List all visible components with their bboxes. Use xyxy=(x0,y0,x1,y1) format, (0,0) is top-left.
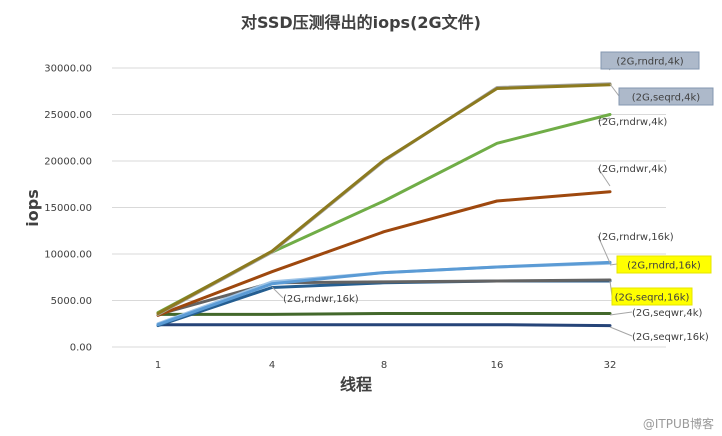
series-line-9 xyxy=(156,323,612,328)
x-tick-labels: 1 4 8 16 32 xyxy=(155,360,617,371)
x-tick-label: 16 xyxy=(491,360,504,371)
series-line-6 xyxy=(156,278,612,316)
series-label-0: (2G,rndrd,4k) xyxy=(616,57,683,68)
series-line-8 xyxy=(156,312,612,316)
leader-line-9 xyxy=(609,326,633,337)
series-label-7: (2G,rndwr,16k) xyxy=(283,294,359,305)
watermark-text: @ITPUB博客 xyxy=(643,416,714,431)
label-box-6 xyxy=(611,287,693,306)
label-box-0 xyxy=(600,51,700,70)
y-tick-label: 0.00 xyxy=(70,343,92,354)
y-axis-title: iops xyxy=(23,189,42,226)
leader-line-4 xyxy=(597,235,611,264)
y-tick-labels: 0.00 5000.00 10000.00 15000.00 20000.00 25000… xyxy=(44,64,92,354)
series-label-8: (2G,seqwr,4k) xyxy=(632,308,703,319)
leader-line-2 xyxy=(597,117,611,122)
series-line-3 xyxy=(156,190,612,317)
chart-title: 对SSD压测得出的iops(2G文件) xyxy=(241,13,481,32)
series-label-3: (2G,rndwr,4k) xyxy=(598,164,667,175)
y-tick-label: 15000.00 xyxy=(44,203,92,214)
x-tick-label: 8 xyxy=(381,360,387,371)
series-label-5: (2G,rndrd,16k) xyxy=(627,261,701,272)
label-box-5 xyxy=(616,255,712,274)
leader-line-8 xyxy=(609,311,633,316)
series-line-7 xyxy=(156,279,612,328)
y-tick-label: 5000.00 xyxy=(51,296,92,307)
x-tick-label: 4 xyxy=(269,360,275,371)
series-line-5 xyxy=(156,260,612,327)
x-axis-title: 线程 xyxy=(340,375,372,394)
y-tick-label: 10000.00 xyxy=(44,250,92,261)
series-line-0 xyxy=(156,83,612,315)
series-label-2: (2G,rndrw,4k) xyxy=(598,117,667,128)
leader-line-1 xyxy=(609,83,620,97)
series-label-6: (2G,seqrd,16k) xyxy=(615,293,690,304)
label-box-1 xyxy=(618,87,714,106)
series-lines xyxy=(156,82,612,328)
series-labels: (2G,rndrd,4k) (2G,seqrd,4k) (2G,rndrw,4k) (… xyxy=(283,51,714,343)
series-label-9: (2G,seqwr,16k) xyxy=(632,332,709,343)
leader-line-3 xyxy=(597,167,611,187)
y-tick-label: 20000.00 xyxy=(44,157,92,168)
y-tick-label: 25000.00 xyxy=(44,110,92,121)
x-tick-label: 32 xyxy=(604,360,617,371)
leader-line-7 xyxy=(271,286,284,299)
leader-line-5 xyxy=(609,263,618,266)
y-tick-label: 30000.00 xyxy=(44,64,92,75)
x-tick-label: 1 xyxy=(155,360,161,371)
series-label-4: (2G,rndrw,16k) xyxy=(598,232,674,243)
series-label-1: (2G,seqrd,4k) xyxy=(632,93,701,104)
